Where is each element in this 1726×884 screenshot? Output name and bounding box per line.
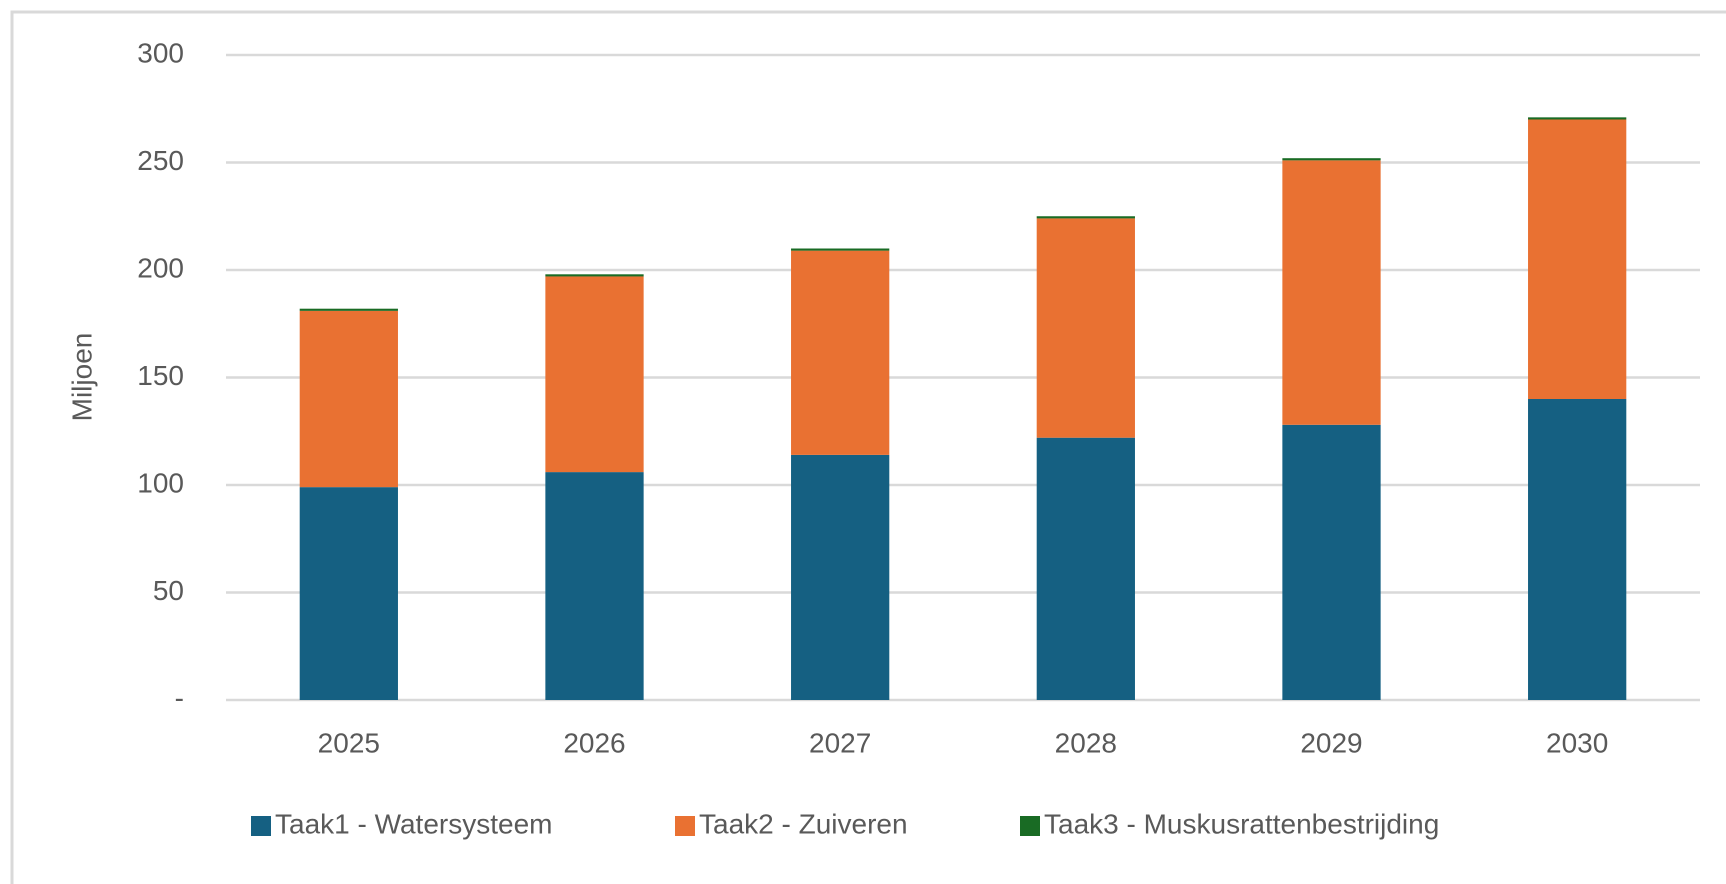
legend-swatch bbox=[251, 816, 271, 836]
x-tick-label: 2027 bbox=[809, 727, 871, 758]
bar-segment bbox=[1282, 424, 1381, 700]
bar-segment bbox=[791, 250, 890, 455]
y-tick-label: 150 bbox=[137, 360, 184, 391]
bar-segment bbox=[791, 248, 890, 251]
x-tick-label: 2030 bbox=[1546, 727, 1608, 758]
x-tick-label: 2028 bbox=[1055, 727, 1117, 758]
y-tick-label: 200 bbox=[137, 252, 184, 283]
bar-segment bbox=[1282, 158, 1381, 161]
y-tick-label: 100 bbox=[137, 467, 184, 498]
legend-label: Taak1 - Watersysteem bbox=[275, 808, 552, 839]
y-axis-label: Miljoen bbox=[66, 333, 97, 422]
legend-swatch bbox=[675, 816, 695, 836]
x-tick-label: 2026 bbox=[563, 727, 625, 758]
bar-segment bbox=[299, 487, 398, 700]
y-tick-label: - bbox=[175, 682, 184, 713]
bar-segment bbox=[791, 454, 890, 700]
y-tick-label: 300 bbox=[137, 37, 184, 68]
legend-swatch bbox=[1020, 816, 1040, 836]
bar-segment bbox=[1036, 218, 1135, 438]
chart-frame bbox=[10, 10, 1726, 884]
bar-segment bbox=[1282, 160, 1381, 425]
bar-segment bbox=[545, 472, 644, 700]
bar-segment bbox=[299, 310, 398, 488]
x-tick-label: 2025 bbox=[318, 727, 380, 758]
bar-segment bbox=[299, 308, 398, 311]
bar-segment bbox=[1036, 216, 1135, 219]
y-tick-label: 50 bbox=[153, 575, 184, 606]
bar-segment bbox=[1528, 117, 1627, 120]
bar-segment bbox=[1528, 399, 1627, 700]
legend-label: Taak2 - Zuiveren bbox=[699, 808, 908, 839]
bar-segment bbox=[1528, 119, 1627, 399]
y-tick-label: 250 bbox=[137, 145, 184, 176]
bar-segment bbox=[545, 274, 644, 277]
bar-segment bbox=[1036, 437, 1135, 700]
legend-label: Taak3 - Muskusrattenbestrijding bbox=[1044, 808, 1439, 839]
bar-segment bbox=[545, 276, 644, 473]
x-tick-label: 2029 bbox=[1300, 727, 1362, 758]
